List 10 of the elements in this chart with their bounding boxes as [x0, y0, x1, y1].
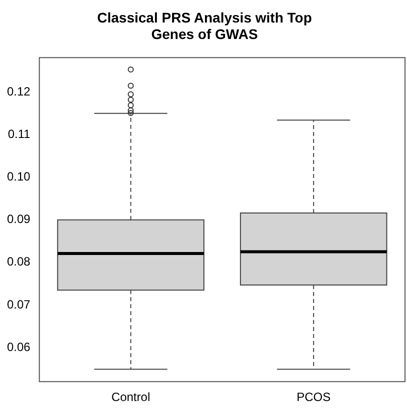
chart-title: Classical PRS Analysis with Top Genes of GWAS — [97, 9, 312, 42]
y-tick-label: 0.10 — [6, 170, 31, 184]
y-tick-label: 0.11 — [8, 126, 31, 141]
y-tick-label: 0.09 — [6, 212, 31, 226]
y-tick-label: 0.07 — [6, 297, 31, 312]
x-tick-label: Control — [111, 390, 150, 404]
x-tick-label: PCOS — [296, 390, 331, 404]
y-tick-label: 0.12 — [6, 84, 31, 98]
y-tick-label: 0.08 — [6, 254, 31, 269]
y-tick-label: 0.06 — [6, 340, 31, 354]
